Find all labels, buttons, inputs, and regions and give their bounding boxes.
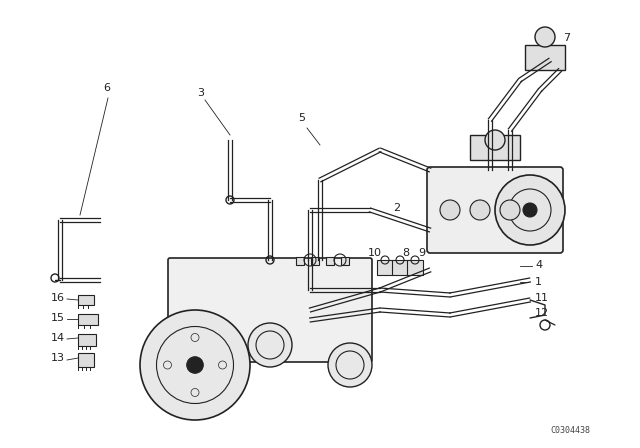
Text: 9: 9	[418, 248, 425, 258]
Text: 13: 13	[51, 353, 65, 363]
Bar	[78, 314, 98, 325]
Text: 12: 12	[535, 308, 549, 318]
Text: 11: 11	[535, 293, 549, 303]
Text: C0304438: C0304438	[550, 426, 590, 435]
Text: 14: 14	[51, 333, 65, 343]
Circle shape	[485, 130, 505, 150]
Bar	[377, 260, 393, 275]
Bar	[296, 257, 304, 265]
Text: 1: 1	[535, 277, 542, 287]
Circle shape	[140, 310, 250, 420]
Text: 6: 6	[103, 83, 110, 93]
FancyBboxPatch shape	[427, 167, 563, 253]
Circle shape	[495, 175, 565, 245]
Text: 2: 2	[393, 203, 400, 213]
Text: 10: 10	[368, 248, 382, 258]
Circle shape	[523, 203, 537, 217]
Bar	[311, 257, 319, 265]
Text: 7: 7	[563, 33, 570, 43]
Text: 16: 16	[51, 293, 65, 303]
Text: 15: 15	[51, 313, 65, 323]
Bar	[326, 257, 334, 265]
Circle shape	[187, 357, 204, 373]
Bar	[470, 135, 520, 160]
Bar	[78, 353, 94, 367]
Bar	[78, 295, 94, 305]
Bar	[392, 260, 408, 275]
FancyBboxPatch shape	[168, 258, 372, 362]
Bar	[525, 45, 565, 70]
Text: 4: 4	[535, 260, 542, 270]
Circle shape	[328, 343, 372, 387]
Circle shape	[440, 200, 460, 220]
Bar	[341, 257, 349, 265]
Circle shape	[248, 323, 292, 367]
Bar	[78, 334, 96, 346]
Text: 8: 8	[402, 248, 409, 258]
Circle shape	[470, 200, 490, 220]
Circle shape	[500, 200, 520, 220]
Circle shape	[535, 27, 555, 47]
Bar	[407, 260, 423, 275]
Text: 3: 3	[197, 88, 204, 98]
Text: 5: 5	[298, 113, 305, 123]
